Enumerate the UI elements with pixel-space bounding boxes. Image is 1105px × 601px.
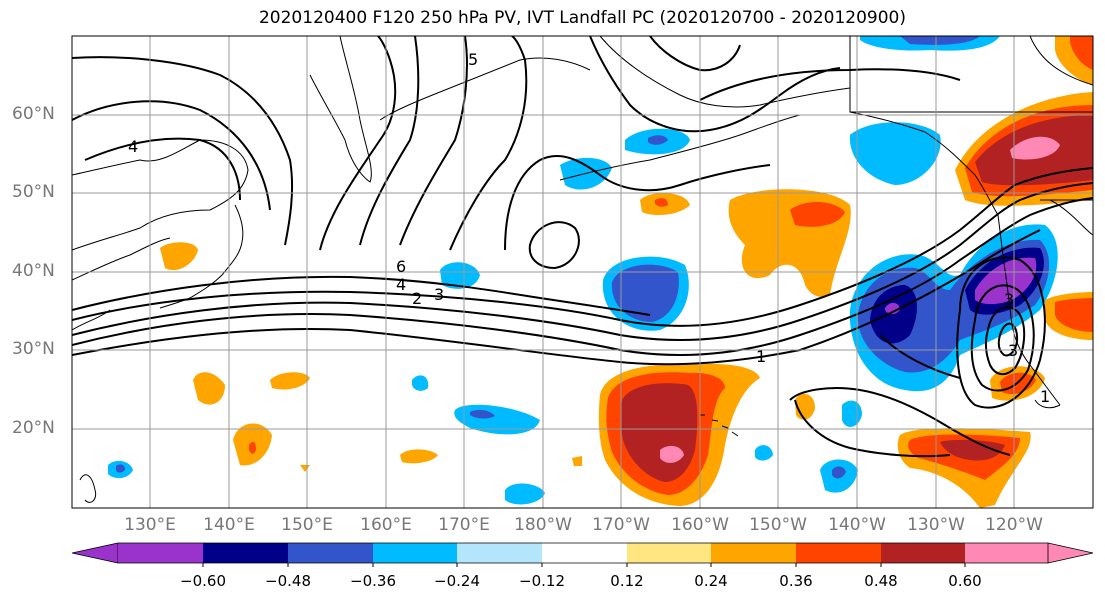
- pv-contour-cutoff-low: [956, 256, 1046, 409]
- colorbar-tick-label: −0.36: [350, 572, 396, 590]
- shading-blobs: [108, 36, 1093, 508]
- lon-label: 140°W: [828, 515, 886, 535]
- coastline-alaska: [599, 36, 851, 108]
- lon-label: 150°E: [281, 515, 333, 535]
- colorbar-tick-label: −0.12: [519, 572, 565, 590]
- pv-contours: [72, 36, 1093, 458]
- contour-label: 2: [412, 289, 422, 308]
- lon-label: 150°W: [749, 515, 807, 535]
- colorbar-right-arrow: [1047, 542, 1094, 564]
- colorbar: [71, 542, 1094, 567]
- colorbar-left-arrow: [71, 542, 119, 564]
- lat-label-30n: 30°N: [12, 339, 55, 359]
- contour-label: 3: [1008, 341, 1018, 360]
- contour-label: 4: [396, 275, 406, 294]
- lon-label: 130°E: [124, 515, 176, 535]
- colorbar-tick-label: 0.36: [779, 572, 813, 590]
- contour-label: 6: [396, 257, 406, 276]
- lon-label: 170°E: [438, 515, 490, 535]
- coastline-japan: [159, 204, 244, 309]
- pv-contour-4: [72, 197, 1093, 356]
- colorbar-tick-label: 0.12: [610, 572, 644, 590]
- colorbar-tick-label: −0.24: [434, 572, 480, 590]
- lat-label-60n: 60°N: [12, 104, 55, 124]
- coastline-asia: [72, 139, 249, 251]
- pv-contour-north-1: [72, 56, 294, 246]
- colorbar-tick-label: 0.48: [864, 572, 898, 590]
- lon-label: 160°E: [360, 515, 412, 535]
- lon-label: 160°W: [671, 515, 729, 535]
- colorbar-tick-label: 0.60: [948, 572, 982, 590]
- lon-label: 140°E: [203, 515, 255, 535]
- coastline-aleutians: [559, 114, 801, 181]
- lon-label: 120°W: [985, 515, 1043, 535]
- coastline-philippines: [79, 474, 97, 503]
- pv-contour-1-south: [72, 229, 1041, 366]
- contour-label: 3: [434, 285, 444, 304]
- shading-blob-gulf-alaska: [849, 122, 941, 185]
- lon-label: 170°W: [592, 515, 650, 535]
- lat-label-20n: 20°N: [12, 418, 55, 438]
- contour-label: 3: [1004, 290, 1014, 309]
- lat-label-50n: 50°N: [12, 182, 55, 202]
- contour-label: 1: [1040, 387, 1050, 406]
- colorbar-tick-label: −0.48: [265, 572, 311, 590]
- pv-contour-6: [72, 275, 651, 316]
- graticule: [72, 36, 1093, 508]
- lon-label: 180°W: [514, 515, 572, 535]
- pv-contour-3: [72, 182, 1093, 341]
- contour-labels: 4 5 6 4 2 3 1 1 3 3: [128, 50, 1050, 406]
- pv-contour-north-2: [72, 100, 271, 211]
- coastline-kamchatka: [309, 36, 372, 183]
- coastlines: [72, 36, 1093, 503]
- contour-label: 5: [468, 50, 478, 69]
- pv-contour-closed-west: [528, 221, 580, 270]
- pv-contour-2: [72, 167, 1093, 327]
- plot-frame: [71, 35, 1094, 509]
- lat-label-40n: 40°N: [12, 261, 55, 281]
- colorbar-tick-label: −0.60: [180, 572, 226, 590]
- coastline-hawaii: [700, 414, 739, 437]
- colorbar-tick-label: 0.24: [694, 572, 728, 590]
- contour-label: 4: [128, 137, 138, 156]
- map-title: 2020120400 F120 250 hPa PV, IVT Landfall…: [258, 8, 906, 28]
- contour-label: 1: [756, 347, 766, 366]
- lon-label: 130°W: [907, 515, 965, 535]
- pv-contour-north-3: [319, 36, 397, 251]
